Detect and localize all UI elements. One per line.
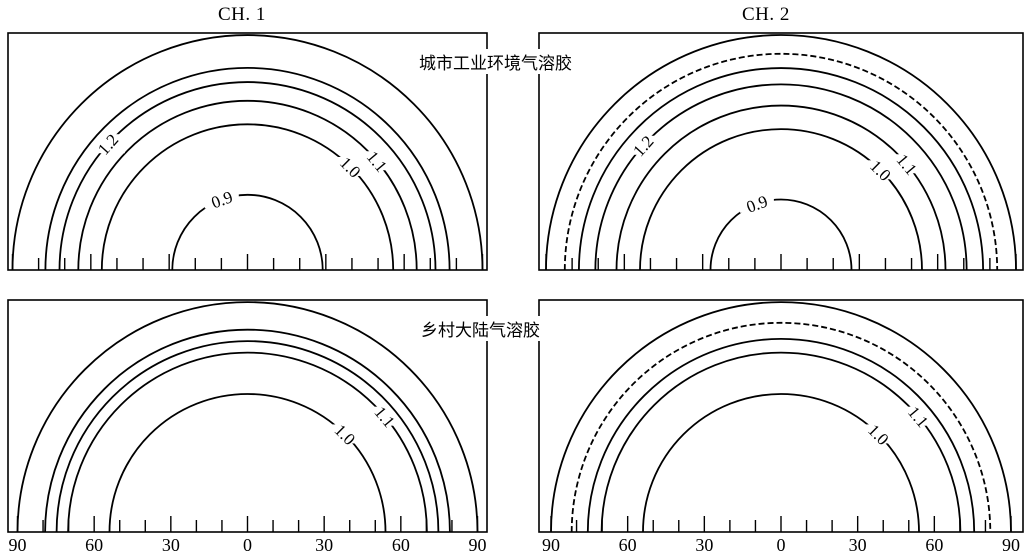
horizon-arc: [16, 301, 479, 533]
contour-line: [100, 123, 395, 271]
contour-label-bg: [861, 424, 896, 444]
contour-line: [642, 393, 920, 533]
contour-label-bg: [626, 135, 661, 155]
axis-tick-label: 90: [1002, 535, 1020, 555]
contour-line: [639, 128, 923, 271]
contour-label-bg: [739, 193, 774, 213]
contour-line: [44, 67, 451, 271]
horizon-arc: [11, 34, 484, 271]
contour-label-bg: [367, 406, 402, 426]
axis-tick-label: 30: [695, 535, 713, 555]
contour-line: [58, 81, 437, 271]
axis-tick-label: 60: [619, 535, 637, 555]
axis-tick-label: 90: [9, 535, 27, 555]
contour-line: [586, 337, 976, 533]
panel-frame: [7, 299, 488, 533]
horizon-arc: [550, 301, 1012, 533]
contour-line: [55, 340, 440, 533]
contour-label-bg: [333, 156, 368, 176]
contour-line: [171, 193, 324, 271]
axis-tick-label: 60: [925, 535, 943, 555]
panel-frame: [538, 299, 1024, 533]
contour-line: [44, 328, 451, 533]
contour-line: [615, 104, 947, 271]
contour-label-bg: [204, 189, 239, 209]
contour-label-bg: [863, 160, 898, 180]
contour-label-bg: [328, 424, 363, 444]
contour-label-bg: [890, 154, 925, 174]
contour-line: [594, 83, 968, 271]
contour-line: [709, 198, 853, 271]
axis-tick-label: 30: [849, 535, 867, 555]
axis-tick-label: 90: [469, 535, 487, 555]
contour-label-bg: [90, 134, 125, 154]
contour-label-bg: [360, 151, 395, 171]
contour-label-bg: [901, 406, 936, 426]
axis-tick-label: 30: [162, 535, 180, 555]
column-title-ch2: CH. 2: [742, 4, 790, 25]
horizon-arc: [545, 34, 1017, 271]
axis-tick-label: 0: [777, 535, 786, 555]
contour-line: [77, 99, 418, 271]
axis-tick-label: 90: [542, 535, 560, 555]
axis-tick-label: 60: [392, 535, 410, 555]
axis-tick-label: 30: [315, 535, 333, 555]
column-title-ch1: CH. 1: [218, 4, 266, 25]
contour-line: [600, 351, 962, 533]
contour-line: [108, 393, 387, 533]
contour-line: [578, 67, 984, 271]
axis-tick-label: 0: [243, 535, 252, 555]
contour-line: [570, 321, 992, 533]
row-title-rural-aerosol: 乡村大陆气溶胶: [418, 316, 543, 341]
row-title-urban-aerosol: 城市工业环境气溶胶: [416, 49, 575, 74]
axis-tick-label: 60: [85, 535, 103, 555]
contour-line: [67, 351, 428, 533]
